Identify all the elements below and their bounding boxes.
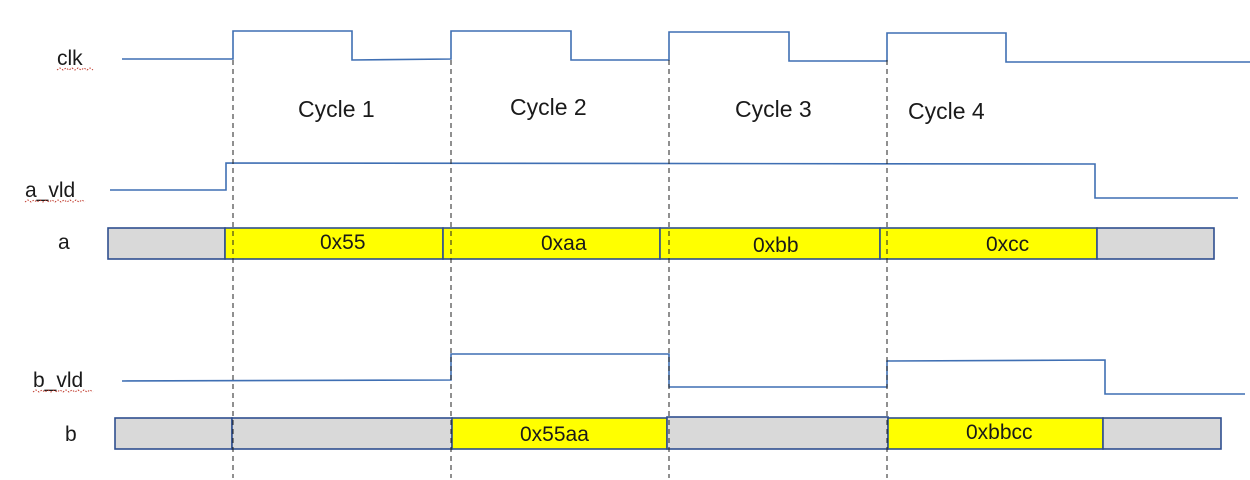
- clk-waveform: [122, 30, 1250, 63]
- bus-b-segment: [114, 417, 233, 450]
- bus-a: 0x55 0xaa 0xbb 0xcc: [107, 227, 1215, 260]
- a-vld-spell-underline: [24, 199, 86, 203]
- bus-a-value: 0x55: [320, 231, 366, 254]
- bus-b-segment: [666, 416, 889, 450]
- bus-a-value: 0xaa: [541, 232, 587, 255]
- b-vld-label: b_vld: [33, 369, 83, 392]
- bus-b-value: 0x55aa: [520, 423, 589, 446]
- cycle-label-3: Cycle 3: [735, 96, 812, 122]
- bus-b-segment: [231, 417, 453, 450]
- b-label: b: [65, 423, 77, 446]
- bus-b-segment: [1102, 417, 1222, 450]
- bus-b-segment: [451, 417, 668, 450]
- cycle-label-4: Cycle 4: [908, 98, 985, 124]
- bus-b-segment: [887, 417, 1104, 450]
- b-vld-spell-underline: [32, 389, 94, 393]
- a-label: a: [58, 231, 70, 254]
- cycle-label-1: Cycle 1: [298, 96, 375, 122]
- a-vld-waveform: [110, 162, 1238, 199]
- bus-b: 0x55aa 0xbbcc: [114, 416, 1222, 450]
- bus-a-segment: [107, 227, 226, 260]
- bus-a-segment: [442, 227, 661, 260]
- bus-a-value: 0xbb: [753, 234, 799, 257]
- bus-a-segment: [224, 227, 444, 260]
- clk-spell-underline: [56, 67, 94, 71]
- bus-a-segment: [879, 227, 1098, 260]
- cycle-label-2: Cycle 2: [510, 94, 587, 120]
- bus-a-value: 0xcc: [986, 233, 1029, 256]
- a-vld-label: a_vld: [25, 179, 75, 202]
- bus-b-value: 0xbbcc: [966, 421, 1033, 444]
- bus-a-segment: [659, 227, 881, 260]
- clk-label: clk: [57, 47, 83, 70]
- b-vld-waveform: [121, 353, 1245, 395]
- bus-a-segment: [1096, 227, 1215, 260]
